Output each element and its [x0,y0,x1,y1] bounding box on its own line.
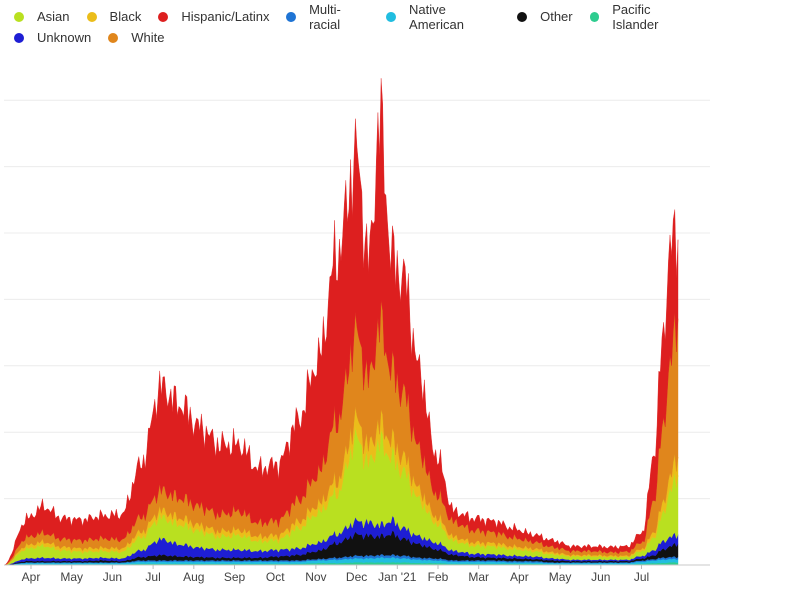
legend-label-hispanic-latinx: Hispanic/Latinx [181,9,270,24]
x-tick-label: Jan '21 [378,570,417,584]
x-tick-label: Aug [183,570,204,584]
x-tick-label: Jun [591,570,610,584]
x-tick-label: Nov [305,570,326,584]
legend-item-unknown[interactable]: Unknown [14,30,91,45]
x-tick-label: Feb [428,570,449,584]
legend-swatch-other [517,11,528,22]
legend-swatch-hispanic-latinx [158,11,169,22]
legend-label-white: White [131,30,165,45]
legend-label-multi-racial: Multi-racial [309,1,341,32]
legend-item-pacific-islander[interactable]: Pacific Islander [589,1,697,32]
legend-swatch-asian [14,11,24,22]
x-tick-label: Jul [634,570,649,584]
x-tick-label: Sep [224,570,246,584]
legend-swatch-native-american [386,11,397,22]
legend-label-native-american: Native American [409,1,464,32]
legend-swatch-black [86,11,97,22]
x-tick-label: Jun [103,570,122,584]
x-tick-label: Apr [510,570,529,584]
legend-row-1: Asian Black Hispanic/Latinx Multi-racial… [14,2,714,32]
x-axis-labels: Apr May Jun Jul Aug Sep Oct Nov Dec Jan '21 Feb Mar… [22,570,650,584]
legend-item-black[interactable]: Black [86,9,142,24]
legend-row-2: Unknown White [14,27,714,48]
legend-swatch-pacific-islander [589,11,600,22]
x-axis-ticks [30,565,642,569]
legend-label-pacific-islander: Pacific Islander [612,1,659,32]
legend-swatch-multi-racial [286,11,297,22]
x-tick-label: Oct [266,570,285,584]
x-tick-label: Mar [468,570,489,584]
x-tick-label: Dec [346,570,367,584]
x-tick-label: Jul [145,570,160,584]
x-tick-label: May [60,570,83,584]
legend-item-asian[interactable]: Asian [14,9,70,24]
legend-label-black: Black [109,9,142,24]
legend-swatch-white [108,32,119,43]
x-tick-label: May [549,570,572,584]
legend-item-native-american[interactable]: Native American [386,2,500,32]
legend-label-asian: Asian [37,9,70,24]
legend-label-unknown: Unknown [37,30,92,45]
x-tick-label: Apr [22,570,41,584]
legend-item-multi-racial[interactable]: Multi-racial [286,2,369,32]
legend-item-hispanic-latinx[interactable]: Hispanic/Latinx [158,9,269,24]
area-series [3,78,679,566]
area-hispanic-latinx [3,78,679,566]
legend-label-other: Other [540,9,573,24]
legend-item-other[interactable]: Other [517,9,573,24]
legend-item-white[interactable]: White [108,30,164,45]
chart-legend: Asian Black Hispanic/Latinx Multi-racial… [14,2,714,48]
legend-swatch-unknown [14,32,24,43]
